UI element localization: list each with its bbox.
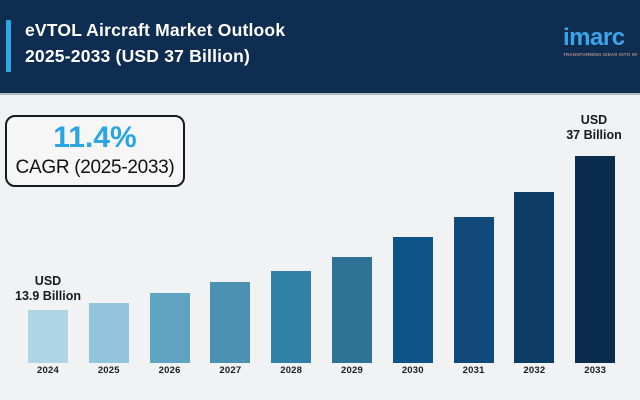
x-tick-2027: 2027 bbox=[219, 365, 242, 376]
bar-2027 bbox=[210, 282, 251, 363]
header: eVTOL Aircraft Market Outlook 2025-2033 … bbox=[0, 0, 640, 93]
bar-2029 bbox=[332, 257, 372, 363]
value-label-2024-line1: USD bbox=[34, 274, 62, 288]
page-title-line1: eVTOL Aircraft Market Outlook bbox=[25, 20, 286, 40]
x-tick-2026: 2026 bbox=[158, 365, 181, 376]
value-label-2033: USD 37 Billion bbox=[534, 113, 640, 143]
x-tick-2024: 2024 bbox=[37, 365, 59, 376]
cagr-label: CAGR (2025-2033) bbox=[15, 157, 175, 178]
imarc-logo: imarc TRANSFORMING IDEAS INTO IM bbox=[563, 25, 640, 61]
bar-2024 bbox=[28, 310, 68, 363]
imarc-logo-tagline: TRANSFORMING IDEAS INTO IM bbox=[563, 52, 637, 58]
value-label-2024: USD 13.9 Billion bbox=[0, 274, 108, 304]
page-title-line2: 2025-2033 (USD 37 Billion) bbox=[25, 46, 251, 66]
x-tick-2031: 2031 bbox=[462, 365, 485, 376]
cagr-callout-box: 11.4% CAGR (2025-2033) bbox=[5, 115, 185, 187]
header-divider bbox=[0, 93, 640, 95]
cagr-value: 11.4% bbox=[53, 121, 137, 154]
x-tick-2028: 2028 bbox=[280, 365, 303, 376]
imarc-logo-text: imarc bbox=[563, 24, 625, 51]
x-tick-2025: 2025 bbox=[97, 365, 120, 376]
bar-2026 bbox=[149, 293, 190, 363]
value-label-2033-line1: USD bbox=[580, 113, 608, 127]
page-title: eVTOL Aircraft Market Outlook 2025-2033 … bbox=[25, 17, 285, 69]
x-tick-2029: 2029 bbox=[341, 365, 363, 376]
bar-2025 bbox=[88, 303, 129, 363]
bar-2031 bbox=[453, 217, 494, 363]
x-tick-2032: 2032 bbox=[523, 365, 546, 376]
bar-2028 bbox=[271, 271, 312, 363]
bar-2030 bbox=[392, 237, 433, 363]
x-tick-2033: 2033 bbox=[584, 365, 607, 376]
x-tick-2030: 2030 bbox=[401, 365, 424, 376]
value-label-2033-line2: 37 Billion bbox=[566, 128, 622, 142]
bar-2033 bbox=[575, 156, 616, 363]
title-accent-bar bbox=[6, 20, 11, 72]
value-label-2024-line2: 13.9 Billion bbox=[15, 289, 81, 303]
bar-2032 bbox=[514, 192, 555, 363]
